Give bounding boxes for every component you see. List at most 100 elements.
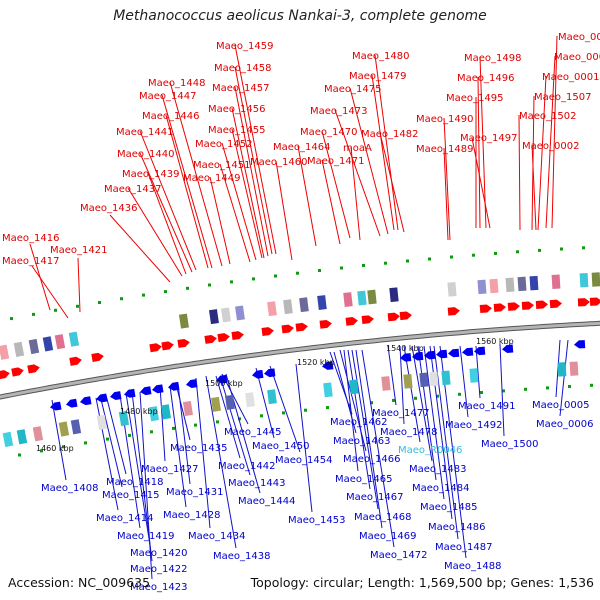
scale-dot [120,297,123,301]
feature-block [389,287,399,303]
feature-block [267,389,277,405]
gene-label-bottom: Maeo_1419 [117,531,174,542]
scale-dot [304,408,307,412]
gene-label-top: Maeo_1473 [310,106,367,117]
forward-gene-arrow [447,307,460,316]
gene-label-top: Maeo_1480 [352,51,409,62]
label-leader [295,363,313,513]
scale-dot [560,247,563,251]
scale-dot [458,392,461,396]
gene-label-bottom: Maeo_R0046 [398,445,462,456]
label-leader [221,142,257,261]
scale-dot [494,251,497,255]
gene-label-bottom: Maeo_1477 [372,408,429,419]
feature-block [16,429,28,445]
feature-block [245,392,255,408]
scale-dot [406,259,409,263]
label-leader [321,159,341,245]
feature-block [160,404,171,420]
forward-gene-arrow [387,312,400,322]
gene-labels: Maeo_0004 Maeo_0003 Maeo_0001 Maeo_1507 … [2,32,600,593]
gene-label-top: Maeo_1456 [208,104,265,115]
label-leader [403,345,421,443]
feature-block [419,372,429,388]
scale-dot [516,250,519,254]
scale-dot [172,426,175,430]
feature-block [403,373,413,389]
label-leader [275,160,293,261]
gene-label-top: Maeo_1446 [142,111,199,122]
gene-label-top: Maeo_1464 [273,142,330,153]
forward-gene-arrow [281,324,294,334]
label-leader [175,383,191,441]
feature-block [54,334,66,350]
gene-label-bottom: Maeo_1438 [213,551,270,562]
feature-block [58,421,70,437]
forward-gene-arrow [69,356,82,366]
label-leader [225,373,261,494]
position-tick-label: 1540 kbp [386,344,424,353]
scale-dot [238,417,241,421]
gene-label-bottom: Maeo_1466 [343,454,400,465]
label-leader [349,87,389,235]
scale-dot [436,394,439,398]
gene-label-bottom: Maeo_1488 [444,561,501,572]
gene-label-bottom: Maeo_1487 [435,542,492,553]
label-leader [297,145,317,247]
label-leader [234,86,269,257]
gene-label-top: Maeo_0004 [558,32,600,43]
forward-gene-arrow [27,364,40,374]
gene-label-bottom: Maeo_1415 [102,490,159,501]
scale-dot [186,286,189,290]
feature-block [557,362,567,377]
gene-label-bottom: Maeo_1427 [141,464,198,475]
gene-label-bottom: Maeo_1484 [412,483,469,494]
feature-block [551,274,561,289]
label-leader [459,345,469,418]
gene-label-bottom: Maeo_1420 [130,548,187,559]
forward-gene-arrow [493,303,506,312]
reverse-gene-arrow [152,384,164,394]
reverse-gene-arrow [263,368,276,378]
label-leader [269,365,301,453]
label-leader [531,144,537,231]
label-leader [443,117,451,241]
gene-label-top: Maeo_1451 [193,160,250,171]
label-leader [371,74,395,231]
scale-dot [348,403,351,407]
scale-dot [128,433,131,437]
gene-label-bottom: Maeo_1445 [224,427,281,438]
gene-label-top: Maeo_1475 [324,84,381,95]
gene-label-bottom: Maeo_1435 [170,443,227,454]
label-leader [159,385,166,462]
label-leader [219,375,251,476]
label-leader [219,163,251,263]
scale-dot [260,414,263,418]
label-leader [559,339,569,417]
feature-layer [0,272,600,448]
gene-label-bottom: Maeo_0006 [536,419,593,430]
label-leader [479,56,487,229]
accession-label: Accession: NC_009635 [8,575,151,590]
gene-label-bottom: Maeo_1423 [130,582,187,593]
gene-label-bottom: Maeo_1465 [335,474,392,485]
label-leader [139,152,193,273]
forward-gene-arrow [0,370,10,380]
gene-label-top: Maeo_1457 [212,83,269,94]
forward-gene-arrow [261,327,274,336]
gene-label-bottom: Maeo_1434 [188,531,245,542]
scale-dot [414,396,417,400]
feature-block [381,376,391,391]
label-leader [443,147,449,241]
feature-block [178,313,189,329]
label-leader [499,343,505,437]
label-leader [518,114,521,231]
feature-block [505,277,515,293]
label-leader [321,130,351,239]
label-leader [139,391,153,580]
gene-label-bottom: Maeo_1491 [458,401,515,412]
scale-dot [502,389,505,393]
gene-label-bottom: Maeo_1478 [380,427,437,438]
gene-label-bottom: Maeo_1443 [228,478,285,489]
forward-gene-arrow [149,343,162,353]
